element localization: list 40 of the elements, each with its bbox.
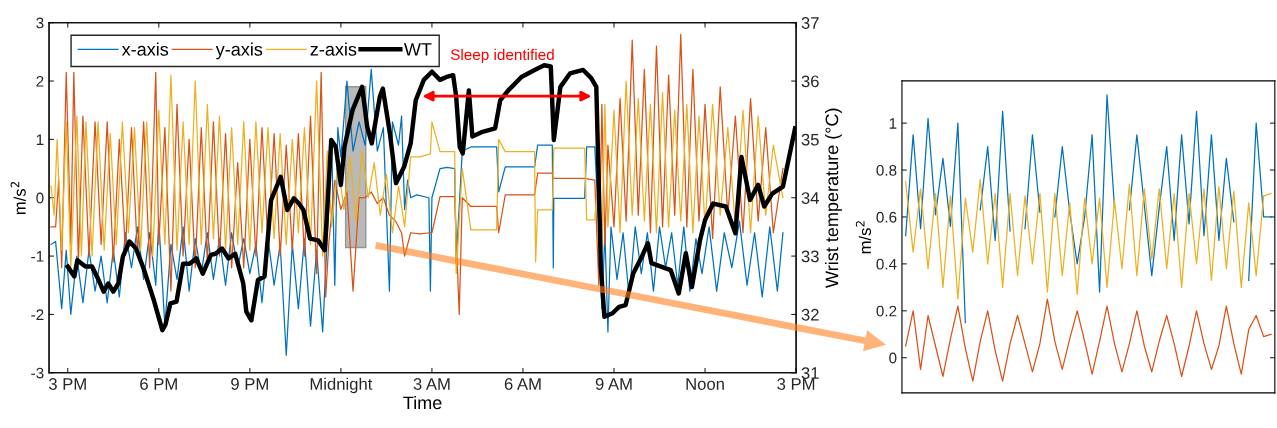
x-tick-label: Noon [686,378,724,390]
y-tick-label: 1 [36,134,44,145]
y-tick-label: 3 [36,17,44,29]
y-axis-title: m/s$^{2}$ [10,181,26,215]
legend-label: x-axis [121,42,169,56]
legend-label: WT [403,43,432,56]
x-tick-label: 3 PM [48,378,86,390]
legend-label: y-axis [215,42,263,60]
y-tick-label: 0.6 [876,211,897,223]
y-tick-label: -2 [31,309,44,320]
y2-tick-label: 32 [801,308,819,321]
y-tick-label: 0 [889,352,897,364]
y-tick-label: 0.4 [876,258,897,270]
x-tick-label: 3 AM [413,378,450,390]
y-tick-label: 0.2 [876,305,897,317]
y-tick-label: -3 [31,367,44,379]
y-tick-label: 0 [36,192,44,204]
y2-tick-label: 33 [801,250,819,263]
y-tick-label: 0.8 [876,164,897,176]
x-tick-label: 3 PM [777,378,815,390]
x-tick-label: Midnight [310,377,373,394]
x-tick-label: 6 AM [504,378,541,390]
y2-tick-label: 34 [801,192,819,204]
x-axis-title: Time [403,395,442,410]
line-series [905,178,1272,300]
y2-tick-label: 37 [801,17,819,29]
x-tick-label: 9 PM [231,378,268,390]
y-tick-label: 1 [889,118,897,129]
y2-tick-label: 31 [801,367,819,379]
y2-tick-label: 36 [801,75,819,88]
y2-tick-label: 35 [801,133,819,146]
x-tick-label: 9 AM [595,378,632,390]
y-tick-label: 2 [36,75,44,87]
annotation: Sleep identified [450,48,554,64]
x-tick-label: 6 PM [140,378,177,390]
y-axis-title: m/s$^{2}$ [855,221,872,254]
y-tick-label: -1 [31,251,44,262]
y2-axis-title: Wrist temperature (°C) [825,108,842,288]
line-series [905,298,1272,382]
legend-label: z-axis [310,42,357,56]
